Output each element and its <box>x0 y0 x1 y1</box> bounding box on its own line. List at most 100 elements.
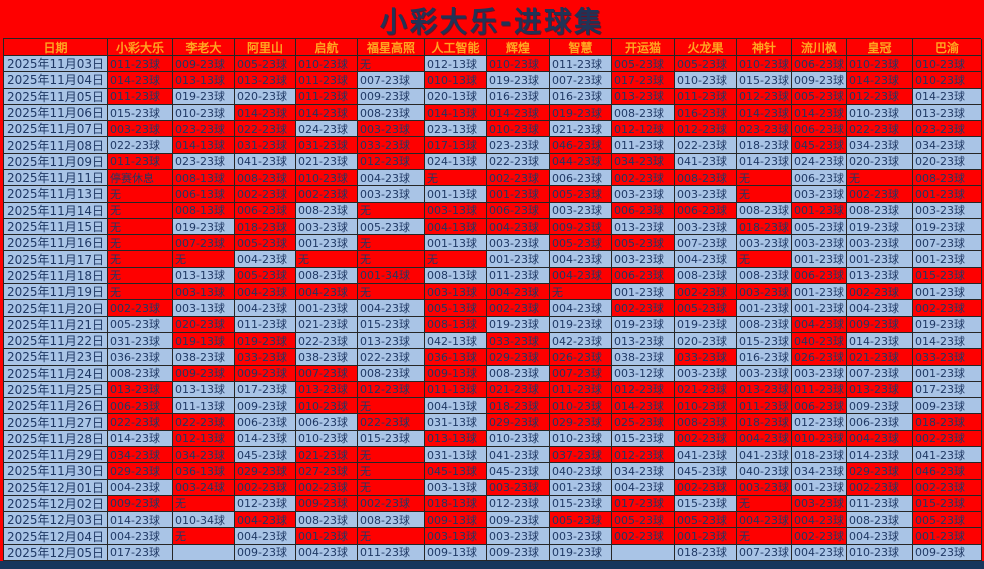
value-cell[interactable]: 020-23球 <box>173 316 235 333</box>
value-cell[interactable]: 004-23球 <box>235 528 296 545</box>
value-cell[interactable]: 003-23球 <box>792 186 847 203</box>
value-cell[interactable]: 019-23球 <box>550 104 612 122</box>
value-cell[interactable]: 036-13球 <box>173 463 235 480</box>
value-cell[interactable]: 013-23球 <box>913 104 982 122</box>
value-cell[interactable]: 022-23球 <box>108 137 173 154</box>
value-cell[interactable]: 无 <box>737 251 792 268</box>
date-cell[interactable]: 2025年12月01日 <box>4 479 108 496</box>
value-cell[interactable]: 003-23球 <box>737 284 792 301</box>
value-cell[interactable]: 020-23球 <box>847 153 913 171</box>
value-cell[interactable]: 011-23球 <box>108 153 173 171</box>
value-cell[interactable]: 006-23球 <box>847 414 913 431</box>
value-cell[interactable]: 008-23球 <box>737 202 792 219</box>
value-cell[interactable]: 010-23球 <box>847 56 913 73</box>
value-cell[interactable]: 046-23球 <box>913 463 982 480</box>
date-cell[interactable]: 2025年11月13日 <box>4 186 108 203</box>
value-cell[interactable]: 012-13球 <box>173 430 235 447</box>
value-cell[interactable]: 013-13球 <box>173 267 235 285</box>
value-cell[interactable]: 002-23球 <box>108 300 173 317</box>
value-cell[interactable]: 031-23球 <box>296 137 358 154</box>
value-cell[interactable]: 017-23球 <box>913 381 982 399</box>
value-cell[interactable]: 002-23球 <box>358 495 425 513</box>
value-cell[interactable]: 009-23球 <box>235 365 296 382</box>
value-cell[interactable]: 无 <box>108 186 173 203</box>
value-cell[interactable]: 010-23球 <box>296 430 358 447</box>
value-cell[interactable]: 005-23球 <box>550 235 612 252</box>
value-cell[interactable]: 003-13球 <box>173 300 235 317</box>
date-cell[interactable]: 2025年11月22日 <box>4 332 108 350</box>
value-cell[interactable]: 012-23球 <box>358 153 425 171</box>
value-cell[interactable]: 无 <box>358 56 425 73</box>
value-cell[interactable]: 014-23球 <box>612 398 675 415</box>
value-cell[interactable]: 012-23球 <box>612 381 675 399</box>
column-header-10[interactable]: 火龙果 <box>675 39 737 56</box>
value-cell[interactable]: 023-23球 <box>173 153 235 171</box>
value-cell[interactable]: 009-23球 <box>487 544 550 561</box>
value-cell[interactable]: 014-23球 <box>235 104 296 122</box>
column-header-1[interactable]: 小彩大乐 <box>108 39 173 56</box>
value-cell[interactable]: 004-23球 <box>235 251 296 268</box>
value-cell[interactable]: 003-23球 <box>108 121 173 138</box>
value-cell[interactable]: 007-23球 <box>550 365 612 382</box>
value-cell[interactable]: 011-23球 <box>358 544 425 561</box>
value-cell[interactable]: 005-23球 <box>675 300 737 317</box>
value-cell[interactable]: 008-23球 <box>108 365 173 382</box>
value-cell[interactable]: 015-23球 <box>550 495 612 513</box>
value-cell[interactable]: 022-23球 <box>847 121 913 138</box>
value-cell[interactable]: 041-23球 <box>235 153 296 171</box>
value-cell[interactable]: 004-13球 <box>425 398 487 415</box>
value-cell[interactable]: 无 <box>737 528 792 545</box>
value-cell[interactable]: 013-23球 <box>847 381 913 399</box>
value-cell[interactable]: 012-23球 <box>737 88 792 105</box>
value-cell[interactable]: 008-23球 <box>847 512 913 529</box>
value-cell[interactable]: 010-23球 <box>296 170 358 187</box>
value-cell[interactable]: 001-23球 <box>792 251 847 268</box>
value-cell[interactable]: 009-23球 <box>173 56 235 73</box>
value-cell[interactable]: 011-13球 <box>425 381 487 399</box>
value-cell[interactable]: 015-23球 <box>108 104 173 122</box>
value-cell[interactable]: 004-23球 <box>847 528 913 545</box>
value-cell[interactable]: 017-23球 <box>612 495 675 513</box>
value-cell[interactable]: 002-23球 <box>675 479 737 496</box>
value-cell[interactable]: 031-13球 <box>425 414 487 431</box>
value-cell[interactable]: 无 <box>737 186 792 203</box>
value-cell[interactable]: 021-23球 <box>296 446 358 464</box>
value-cell[interactable]: 016-23球 <box>675 104 737 122</box>
value-cell[interactable]: 003-23球 <box>487 528 550 545</box>
value-cell[interactable]: 009-23球 <box>235 398 296 415</box>
value-cell[interactable]: 003-23球 <box>847 235 913 252</box>
value-cell[interactable]: 008-23球 <box>675 267 737 285</box>
value-cell[interactable]: 021-23球 <box>675 381 737 399</box>
value-cell[interactable]: 014-23球 <box>913 88 982 105</box>
value-cell[interactable]: 038-23球 <box>296 349 358 366</box>
value-cell[interactable]: 004-23球 <box>792 316 847 333</box>
value-cell[interactable]: 002-23球 <box>792 528 847 545</box>
value-cell[interactable]: 044-23球 <box>550 153 612 171</box>
value-cell[interactable]: 013-23球 <box>235 72 296 89</box>
column-header-12[interactable]: 流川枫 <box>792 39 847 56</box>
value-cell[interactable]: 034-23球 <box>913 137 982 154</box>
value-cell[interactable]: 031-23球 <box>108 332 173 350</box>
value-cell[interactable]: 009-23球 <box>792 72 847 89</box>
value-cell[interactable]: 007-23球 <box>173 235 235 252</box>
value-cell[interactable]: 013-23球 <box>612 218 675 236</box>
value-cell[interactable]: 020-23球 <box>675 332 737 350</box>
value-cell[interactable]: 004-23球 <box>550 251 612 268</box>
value-cell[interactable]: 008-23球 <box>296 512 358 529</box>
value-cell[interactable]: 002-23球 <box>235 479 296 496</box>
value-cell[interactable]: 010-23球 <box>675 72 737 89</box>
value-cell[interactable]: 001-23球 <box>913 528 982 545</box>
value-cell[interactable]: 019-13球 <box>173 332 235 350</box>
value-cell[interactable]: 003-23球 <box>913 202 982 219</box>
value-cell[interactable]: 001-23球 <box>913 186 982 203</box>
value-cell[interactable]: 020-13球 <box>425 88 487 105</box>
value-cell[interactable]: 009-23球 <box>173 365 235 382</box>
value-cell[interactable]: 009-13球 <box>425 365 487 382</box>
value-cell[interactable]: 020-23球 <box>913 153 982 171</box>
value-cell[interactable]: 016-23球 <box>737 349 792 366</box>
value-cell[interactable]: 040-23球 <box>792 332 847 350</box>
value-cell[interactable]: 003-23球 <box>737 365 792 382</box>
value-cell[interactable]: 021-23球 <box>847 349 913 366</box>
value-cell[interactable]: 027-23球 <box>296 463 358 480</box>
value-cell[interactable] <box>612 544 675 561</box>
